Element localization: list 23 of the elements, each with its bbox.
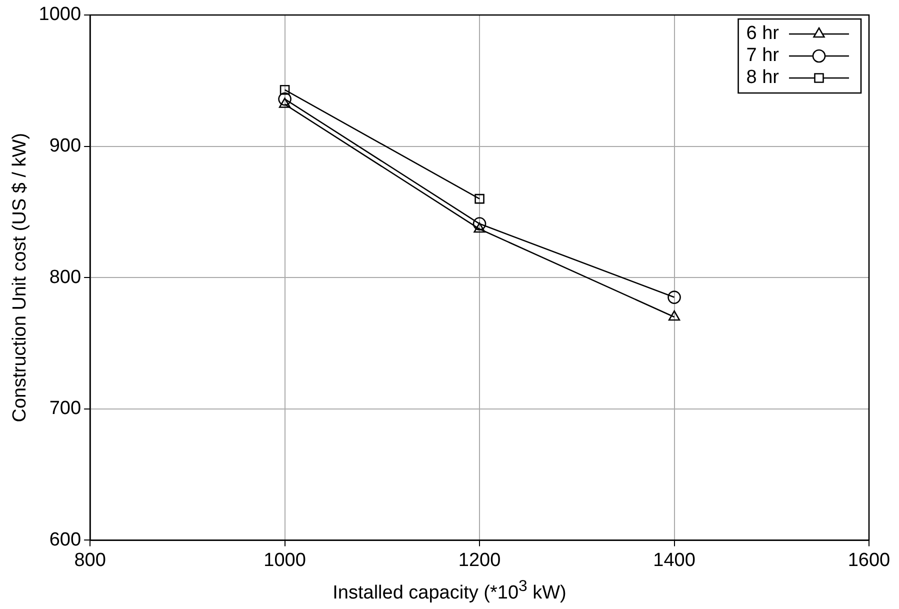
point bbox=[668, 290, 681, 304]
legend-label: 8 hr bbox=[746, 67, 780, 88]
x-axis-title: Installed capacity (*10$^{3}$ kW) bbox=[332, 578, 568, 604]
x-tick-label: 1200 bbox=[458, 550, 501, 571]
y-tick-label: 900 bbox=[49, 136, 82, 157]
legend-label: 7 hr bbox=[746, 45, 780, 66]
x-tick-label: 1600 bbox=[848, 550, 890, 571]
point bbox=[278, 98, 291, 108]
x-tick-label: 1400 bbox=[653, 550, 696, 571]
y-axis-title: Construction Unit cost (US $ / kW) bbox=[10, 132, 31, 422]
point bbox=[280, 84, 290, 95]
y-tick-label: 800 bbox=[49, 266, 82, 288]
y-tick-label: 1000 bbox=[38, 4, 82, 26]
x-tick-label: 800 bbox=[74, 550, 106, 571]
legend-label: 6 hr bbox=[746, 23, 780, 44]
point bbox=[472, 217, 486, 230]
point bbox=[474, 222, 486, 233]
y-tick-label: 600 bbox=[49, 529, 82, 550]
point bbox=[474, 194, 484, 204]
point bbox=[668, 310, 680, 321]
y-tick-label: 700 bbox=[49, 398, 82, 420]
x-tick-label: 1000 bbox=[264, 550, 306, 571]
point bbox=[278, 92, 292, 106]
